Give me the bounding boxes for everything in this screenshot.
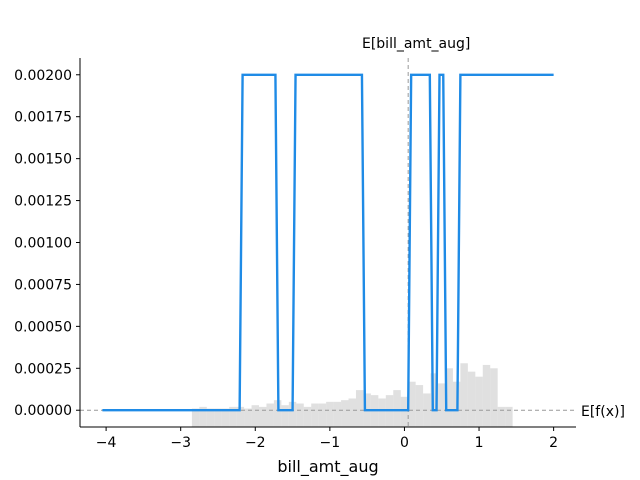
histogram-bar — [475, 376, 483, 427]
series-lines — [102, 73, 554, 412]
expected-model-output-label: E[f(x)] — [581, 404, 625, 420]
axes — [79, 58, 576, 428]
x-tick-label: −2 — [245, 435, 266, 451]
y-tick-label: 0.00075 — [14, 277, 72, 293]
histogram-bar — [296, 403, 304, 427]
histogram-bar — [266, 403, 274, 427]
histogram-bar — [206, 408, 215, 427]
histogram-bar — [467, 371, 476, 427]
histogram — [191, 363, 513, 427]
y-tick-label: 0.00150 — [14, 152, 72, 168]
histogram-bar — [445, 368, 453, 427]
x-ticks: −4 −3 −2 −1 0 1 2 — [96, 427, 558, 451]
histogram-bar — [281, 405, 289, 427]
histogram-bar — [236, 406, 245, 427]
series-line — [102, 73, 554, 412]
histogram-bar — [497, 406, 506, 427]
expected-feature-value-label: E[bill_amt_aug] — [362, 36, 470, 52]
histogram-bar — [408, 381, 416, 427]
y-tick-label: 0.00050 — [14, 319, 72, 335]
y-ticks: 0.00000 0.00025 0.00050 0.00075 0.00100 0.001… — [14, 68, 80, 419]
histogram-bar — [251, 405, 260, 427]
reference-lines — [80, 58, 576, 427]
x-tick-label: −1 — [320, 435, 341, 451]
histogram-bar — [482, 364, 491, 427]
y-tick-label: 0.00100 — [14, 236, 72, 252]
histogram-bar — [430, 373, 439, 427]
histogram-bar — [303, 406, 312, 427]
x-tick-label: −4 — [96, 435, 117, 451]
histogram-bar — [400, 396, 409, 427]
x-tick-label: 2 — [549, 435, 558, 451]
histogram-bar — [221, 408, 230, 427]
histogram-bar — [191, 408, 200, 427]
histogram-bar — [355, 390, 364, 427]
y-tick-label: 0.00025 — [14, 361, 72, 377]
histogram-bar — [288, 401, 297, 427]
histogram-bar — [318, 403, 327, 427]
histogram-bar — [199, 406, 207, 427]
x-axis-title: bill_amt_aug — [277, 457, 378, 477]
histogram-bar — [341, 400, 349, 427]
histogram-bar — [460, 363, 468, 427]
histogram-bar — [415, 385, 424, 427]
histogram-bar — [393, 390, 401, 427]
histogram-bar — [229, 406, 237, 427]
histogram-bar — [326, 401, 334, 427]
histogram-bar — [214, 408, 222, 427]
histogram-bar — [438, 383, 446, 427]
y-tick-label: 0.00125 — [14, 194, 72, 210]
y-tick-label: 0.00200 — [14, 68, 72, 84]
histogram-bar — [348, 398, 356, 427]
histogram-bar — [333, 401, 342, 427]
histogram-bar — [273, 400, 282, 427]
x-tick-label: 0 — [400, 435, 409, 451]
x-tick-label: 1 — [475, 435, 484, 451]
y-tick-label: 0.00175 — [14, 110, 72, 126]
histogram-bar — [490, 368, 498, 427]
histogram-bar — [311, 403, 319, 427]
y-tick-label: 0.00000 — [14, 403, 72, 419]
histogram-bar — [244, 408, 252, 427]
x-tick-label: −3 — [170, 435, 191, 451]
histogram-bar — [505, 406, 513, 427]
histogram-bar — [378, 398, 386, 427]
histogram-bar — [259, 406, 267, 427]
